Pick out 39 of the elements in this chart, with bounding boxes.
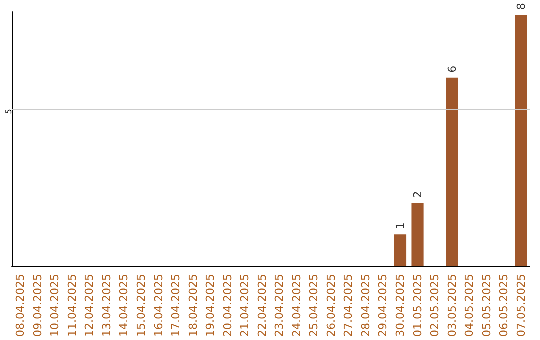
bar — [412, 203, 424, 266]
x-tick-label: 13.04.2025 — [100, 274, 114, 338]
x-tick-label: 04.05.2025 — [463, 274, 476, 338]
x-tick-label: 09.04.2025 — [31, 274, 44, 338]
x-tick-label: 23.04.2025 — [273, 274, 286, 338]
x-tick-label: 17.04.2025 — [170, 274, 183, 338]
x-tick-label: 20.04.2025 — [221, 274, 234, 338]
data-label: 6 — [446, 66, 459, 73]
x-tick-label: 14.04.2025 — [118, 274, 131, 338]
x-tick-label: 08.04.2025 — [14, 274, 28, 338]
x-tick-label: 26.04.2025 — [324, 274, 338, 338]
x-tick-label: 10.04.2025 — [48, 274, 62, 338]
x-tick-label: 29.04.2025 — [376, 274, 390, 338]
x-tick-label: 25.04.2025 — [308, 274, 321, 338]
x-tick-label: 02.05.2025 — [428, 274, 442, 338]
x-tick-label: 27.04.2025 — [342, 274, 356, 338]
x-tick-label: 03.05.2025 — [446, 274, 459, 338]
x-tick-label: 11.04.2025 — [66, 274, 79, 338]
x-tick-label: 28.04.2025 — [359, 274, 372, 338]
x-tick-label: 15.04.2025 — [135, 274, 148, 338]
x-tick-label: 30.04.2025 — [394, 274, 407, 338]
x-tick-label: 18.04.2025 — [186, 274, 200, 338]
x-tick-label: 07.05.2025 — [514, 274, 528, 338]
x-tick-label: 16.04.2025 — [152, 274, 166, 338]
data-label: 1 — [394, 222, 407, 230]
x-tick-label: 24.04.2025 — [290, 274, 304, 338]
data-label: 8 — [514, 3, 528, 10]
x-tick-label: 21.04.2025 — [238, 274, 252, 338]
x-tick-label: 22.04.2025 — [256, 274, 269, 338]
x-tick-label: 19.04.2025 — [204, 274, 218, 338]
x-tick-label: 05.05.2025 — [480, 274, 494, 338]
bar — [515, 15, 528, 266]
x-tick-label: 01.05.2025 — [411, 274, 424, 338]
x-tick-label: 12.04.2025 — [83, 274, 96, 338]
x-tick-label: 06.05.2025 — [498, 274, 511, 338]
bar — [446, 78, 458, 266]
bar — [394, 234, 407, 266]
data-label: 2 — [411, 191, 424, 198]
ref-line-label: 5 — [4, 109, 14, 114]
